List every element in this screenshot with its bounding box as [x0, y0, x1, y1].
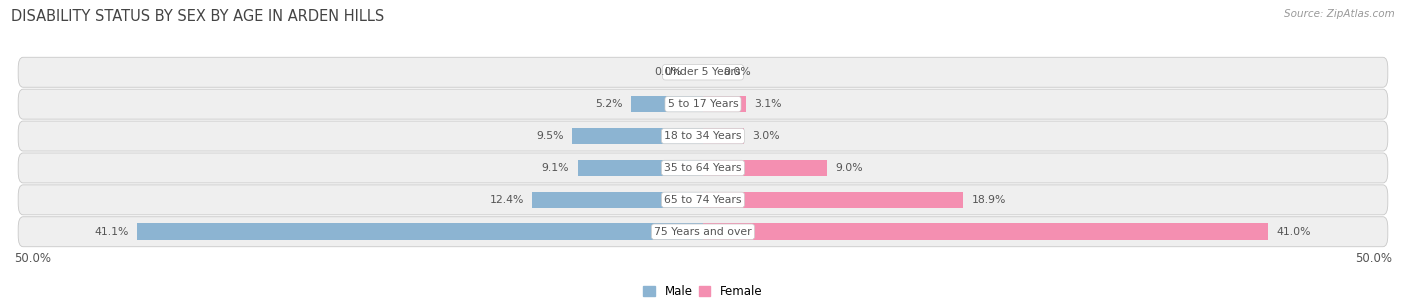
FancyBboxPatch shape — [18, 121, 1388, 151]
Text: 18.9%: 18.9% — [972, 195, 1007, 205]
FancyBboxPatch shape — [18, 217, 1388, 247]
Text: 12.4%: 12.4% — [489, 195, 524, 205]
Bar — [578, 160, 703, 176]
Bar — [572, 128, 703, 144]
Text: 5 to 17 Years: 5 to 17 Years — [668, 99, 738, 109]
Bar — [531, 192, 703, 208]
Text: 50.0%: 50.0% — [1355, 251, 1392, 264]
Bar — [703, 223, 1268, 240]
Legend: Male, Female: Male, Female — [644, 285, 762, 298]
Bar — [631, 96, 703, 112]
FancyBboxPatch shape — [18, 153, 1388, 183]
Text: 35 to 64 Years: 35 to 64 Years — [664, 163, 742, 173]
FancyBboxPatch shape — [18, 185, 1388, 215]
Text: 50.0%: 50.0% — [14, 251, 51, 264]
Text: 9.1%: 9.1% — [541, 163, 569, 173]
Text: 3.1%: 3.1% — [754, 99, 782, 109]
Text: Under 5 Years: Under 5 Years — [665, 67, 741, 77]
Text: 75 Years and over: 75 Years and over — [654, 227, 752, 237]
Text: 5.2%: 5.2% — [596, 99, 623, 109]
Text: 9.5%: 9.5% — [536, 131, 564, 141]
Bar — [703, 96, 745, 112]
FancyBboxPatch shape — [18, 57, 1388, 87]
Text: 18 to 34 Years: 18 to 34 Years — [664, 131, 742, 141]
Bar — [703, 192, 963, 208]
Bar — [703, 160, 827, 176]
Text: 65 to 74 Years: 65 to 74 Years — [664, 195, 742, 205]
Text: 3.0%: 3.0% — [752, 131, 780, 141]
Bar — [703, 128, 744, 144]
Text: 0.0%: 0.0% — [724, 67, 751, 77]
Bar — [136, 223, 703, 240]
Text: 41.1%: 41.1% — [94, 227, 128, 237]
Text: DISABILITY STATUS BY SEX BY AGE IN ARDEN HILLS: DISABILITY STATUS BY SEX BY AGE IN ARDEN… — [11, 9, 384, 24]
Text: 0.0%: 0.0% — [655, 67, 682, 77]
Text: Source: ZipAtlas.com: Source: ZipAtlas.com — [1284, 9, 1395, 19]
FancyBboxPatch shape — [18, 89, 1388, 119]
Text: 9.0%: 9.0% — [835, 163, 863, 173]
Text: 41.0%: 41.0% — [1277, 227, 1310, 237]
